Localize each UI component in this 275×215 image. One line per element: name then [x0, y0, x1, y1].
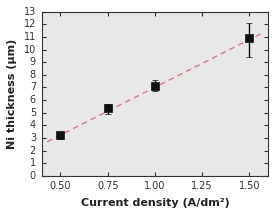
X-axis label: Current density (A/dm²): Current density (A/dm²) — [81, 198, 229, 208]
Y-axis label: Ni thickness (μm): Ni thickness (μm) — [7, 39, 17, 149]
